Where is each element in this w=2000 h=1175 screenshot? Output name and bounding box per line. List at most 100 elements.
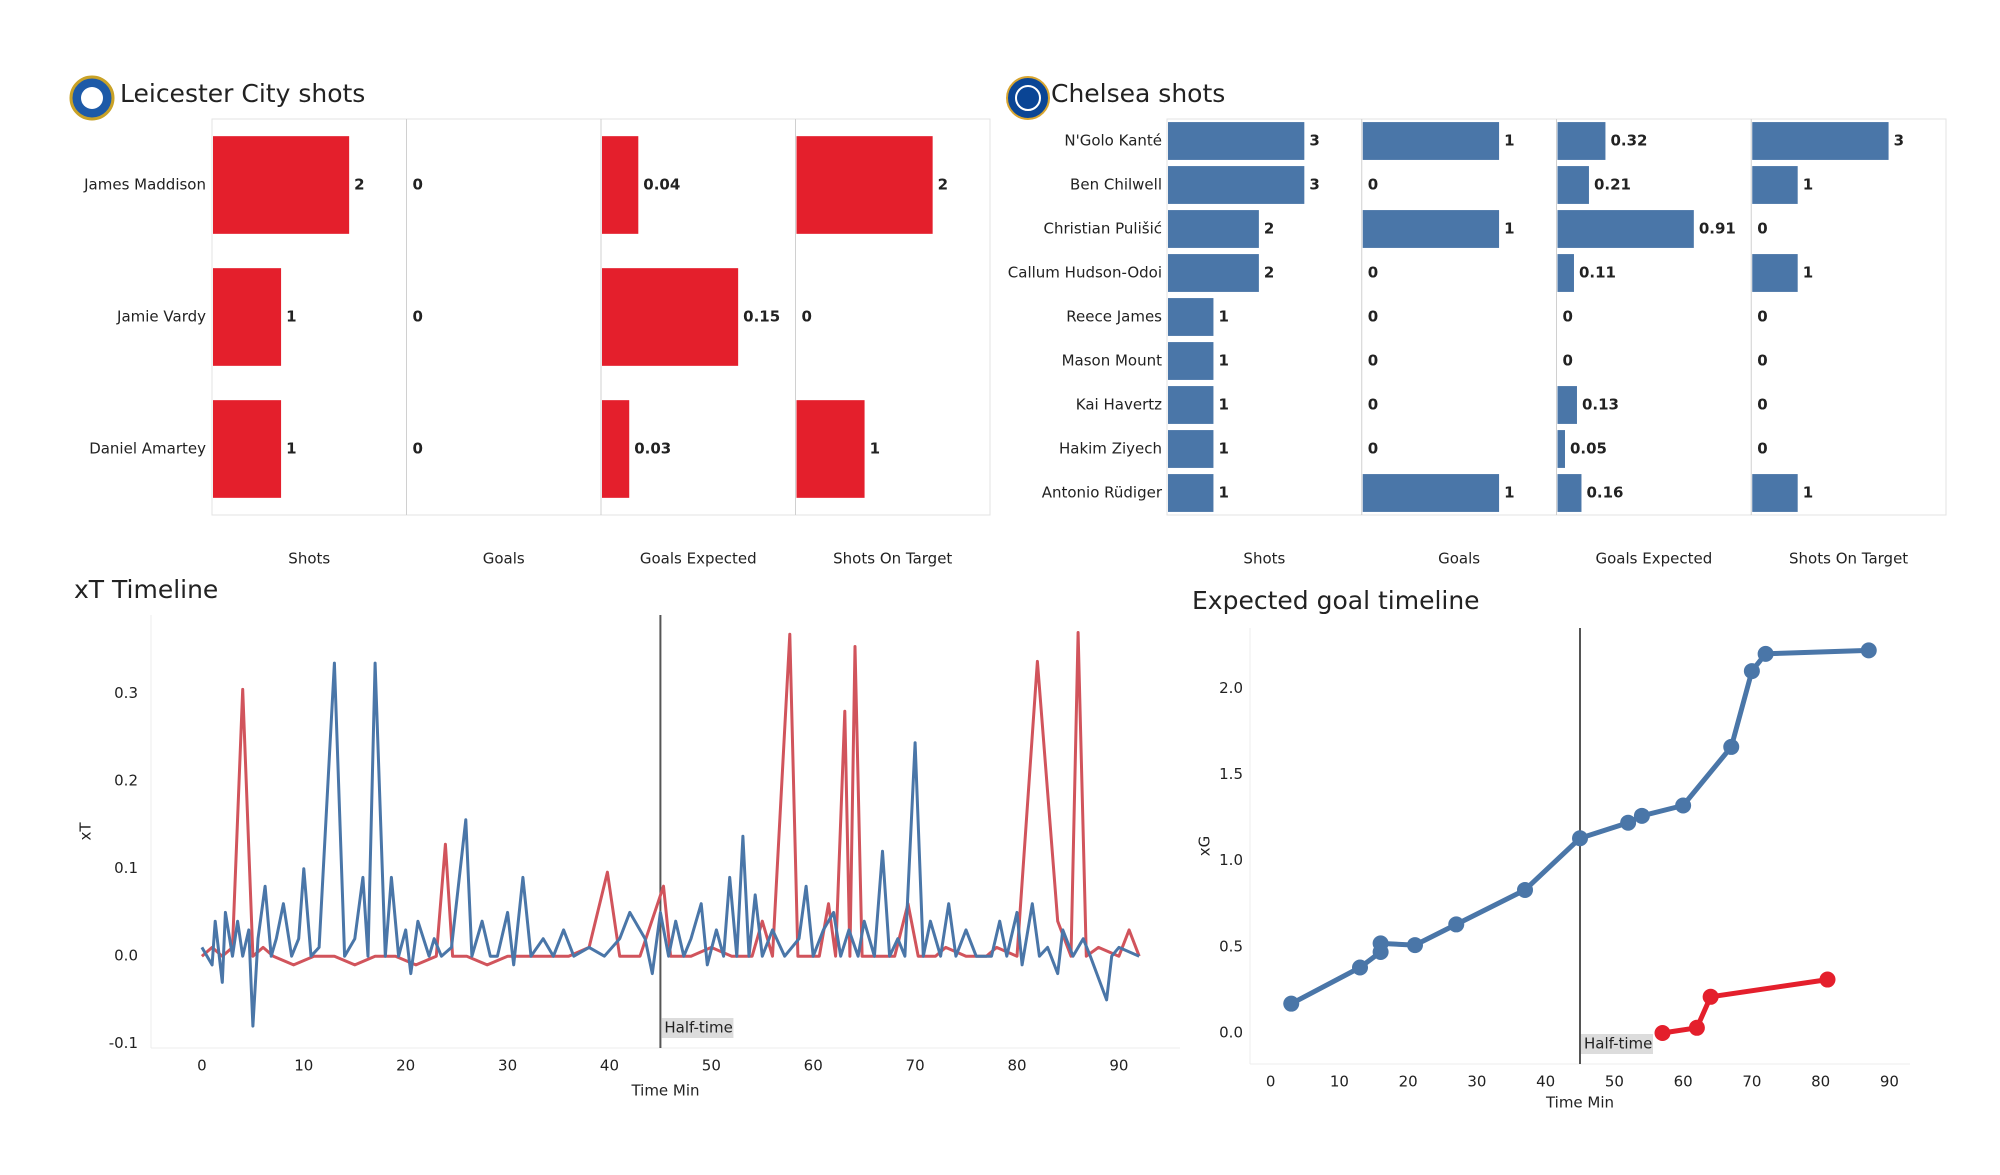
value-label: 0 [413, 308, 423, 326]
x-tick-label: 60 [804, 1057, 823, 1075]
category-label: Callum Hudson-Odoi [1008, 264, 1162, 282]
bar [1557, 254, 1574, 292]
panel-label: Goals [483, 550, 525, 568]
x-tick-label: 80 [1007, 1057, 1026, 1075]
bar [1557, 430, 1565, 468]
x-tick-label: 70 [906, 1057, 925, 1075]
x-axis-label: Time Min [1545, 1094, 1614, 1112]
chart-title: Expected goal timeline [1192, 586, 1480, 615]
value-label: 1 [1218, 396, 1228, 414]
value-label: 0 [1757, 220, 1767, 238]
bar [1752, 254, 1798, 292]
chart-title: xT Timeline [74, 575, 218, 604]
x-tick-label: 40 [1536, 1073, 1555, 1091]
bar [1557, 166, 1589, 204]
bar [1168, 342, 1214, 380]
value-label: 1 [1504, 484, 1514, 502]
value-label: 0 [413, 176, 423, 194]
bar [1557, 122, 1606, 160]
series-marker [1675, 797, 1692, 814]
series-marker [1517, 881, 1533, 898]
bar [602, 400, 630, 498]
y-tick-label: 2.0 [1219, 679, 1243, 697]
y-tick-label: 0.0 [114, 947, 138, 965]
category-label: Mason Mount [1062, 352, 1163, 370]
value-label: 1 [1218, 352, 1228, 370]
value-label: 0 [1757, 440, 1767, 458]
x-axis-label: Time Min [630, 1082, 699, 1100]
value-label: 0 [1368, 440, 1378, 458]
panel-label: Shots [288, 550, 330, 568]
half-time-label-bg [661, 1018, 734, 1038]
value-label: 0.11 [1579, 264, 1616, 282]
bar [602, 136, 639, 234]
value-label: 1 [1504, 220, 1514, 238]
value-label: 3 [1309, 132, 1319, 150]
series-marker [1372, 935, 1389, 952]
series-line [1662, 977, 1828, 1036]
value-label: 0 [1368, 176, 1378, 194]
y-tick-label: 0.5 [1219, 937, 1243, 955]
value-label: 0 [1368, 352, 1378, 370]
bar [602, 268, 739, 366]
series-line [200, 631, 1141, 967]
x-tick-label: 50 [702, 1057, 721, 1075]
series-marker [1283, 995, 1300, 1012]
chart-title: Leicester City shots [120, 79, 365, 108]
bar [1168, 210, 1259, 248]
bar [1752, 474, 1798, 512]
panel-label: Shots On Target [833, 550, 952, 568]
bar [1168, 386, 1214, 424]
bar [1168, 298, 1214, 336]
bar [1557, 210, 1694, 248]
bar [1362, 474, 1500, 512]
x-tick-label: 90 [1109, 1057, 1128, 1075]
value-label: 0.03 [634, 440, 671, 458]
half-time-label-bg [1581, 1034, 1653, 1054]
y-tick-label: 0.3 [114, 684, 138, 702]
bar [1168, 166, 1305, 204]
series-marker [1352, 959, 1368, 976]
x-tick-label: 30 [498, 1057, 517, 1075]
value-label: 0.91 [1699, 220, 1736, 238]
value-label: 0 [1368, 308, 1378, 326]
bar [1168, 254, 1259, 292]
value-label: 0.15 [743, 308, 780, 326]
chelsea-crest [1006, 76, 1050, 120]
value-label: 0 [1757, 352, 1767, 370]
series-marker [1702, 988, 1719, 1005]
value-label: 1 [286, 440, 296, 458]
y-axis-label: xT [77, 822, 95, 841]
value-label: 3 [1894, 132, 1904, 150]
value-label: 1 [286, 308, 296, 326]
value-label: 0 [413, 440, 423, 458]
bar [1752, 122, 1889, 160]
value-label: 3 [1309, 176, 1319, 194]
value-label: 0 [1368, 264, 1378, 282]
y-tick-label: 0.2 [114, 772, 138, 790]
series-marker [1407, 937, 1423, 954]
series-line [200, 661, 1140, 1028]
value-label: 1 [1218, 440, 1228, 458]
y-tick-label: 1.5 [1219, 765, 1243, 783]
bar [1362, 122, 1500, 160]
x-tick-label: 60 [1674, 1073, 1693, 1091]
value-label: 0 [1757, 308, 1767, 326]
value-label: 1 [1504, 132, 1514, 150]
x-tick-label: 40 [600, 1057, 619, 1075]
category-label: James Maddison [83, 176, 206, 194]
category-label: N'Golo Kanté [1064, 132, 1162, 150]
bar [213, 136, 350, 234]
y-tick-label: 0.1 [114, 859, 138, 877]
series-marker [1723, 738, 1740, 755]
x-tick-label: 80 [1811, 1073, 1830, 1091]
category-label: Jamie Vardy [116, 308, 206, 326]
value-label: 0 [1563, 308, 1573, 326]
value-label: 1 [1803, 176, 1813, 194]
value-label: 2 [1264, 220, 1274, 238]
category-label: Antonio Rüdiger [1042, 484, 1163, 502]
value-label: 1 [870, 440, 880, 458]
value-label: 0 [1563, 352, 1573, 370]
